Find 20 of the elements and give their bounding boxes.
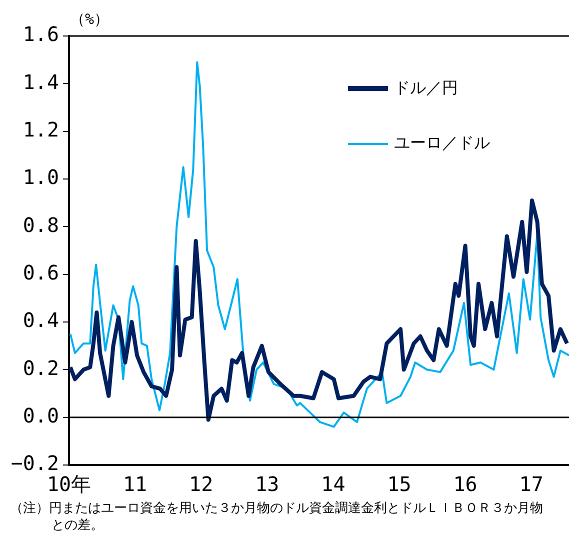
y-tick-label: 0.4 xyxy=(22,308,59,332)
x-tick-label: 14 xyxy=(321,472,346,496)
y-tick-label: 1.2 xyxy=(22,118,59,142)
x-tick-label: 15 xyxy=(387,472,412,496)
legend-label: ユーロ／ドル xyxy=(394,133,490,154)
y-tick-label: 0.2 xyxy=(22,356,59,380)
x-tick-label: 13 xyxy=(255,472,280,496)
y-tick-label: 1.6 xyxy=(22,22,59,46)
y-tick-label: 1.0 xyxy=(22,165,59,190)
x-tick-label: 17 xyxy=(519,472,544,496)
x-tick-label: 12 xyxy=(189,472,214,496)
y-tick-label: 0.0 xyxy=(22,404,59,428)
y-axis-title: （%） xyxy=(70,10,110,29)
x-tick-label: 16 xyxy=(453,472,478,496)
y-tick-label: 0.8 xyxy=(22,212,59,237)
y-tick-label: 1.4 xyxy=(22,70,59,94)
x-tick-label: 11 xyxy=(123,472,148,496)
text: （注）円またはユーロ資金を用いた３か月物のドル資金調達金利とドルＬＩＢＯＲ３か月物との差。 xyxy=(10,500,544,534)
legend-label: ドル／円 xyxy=(394,78,458,99)
y-tick-label: 0.6 xyxy=(22,260,59,285)
